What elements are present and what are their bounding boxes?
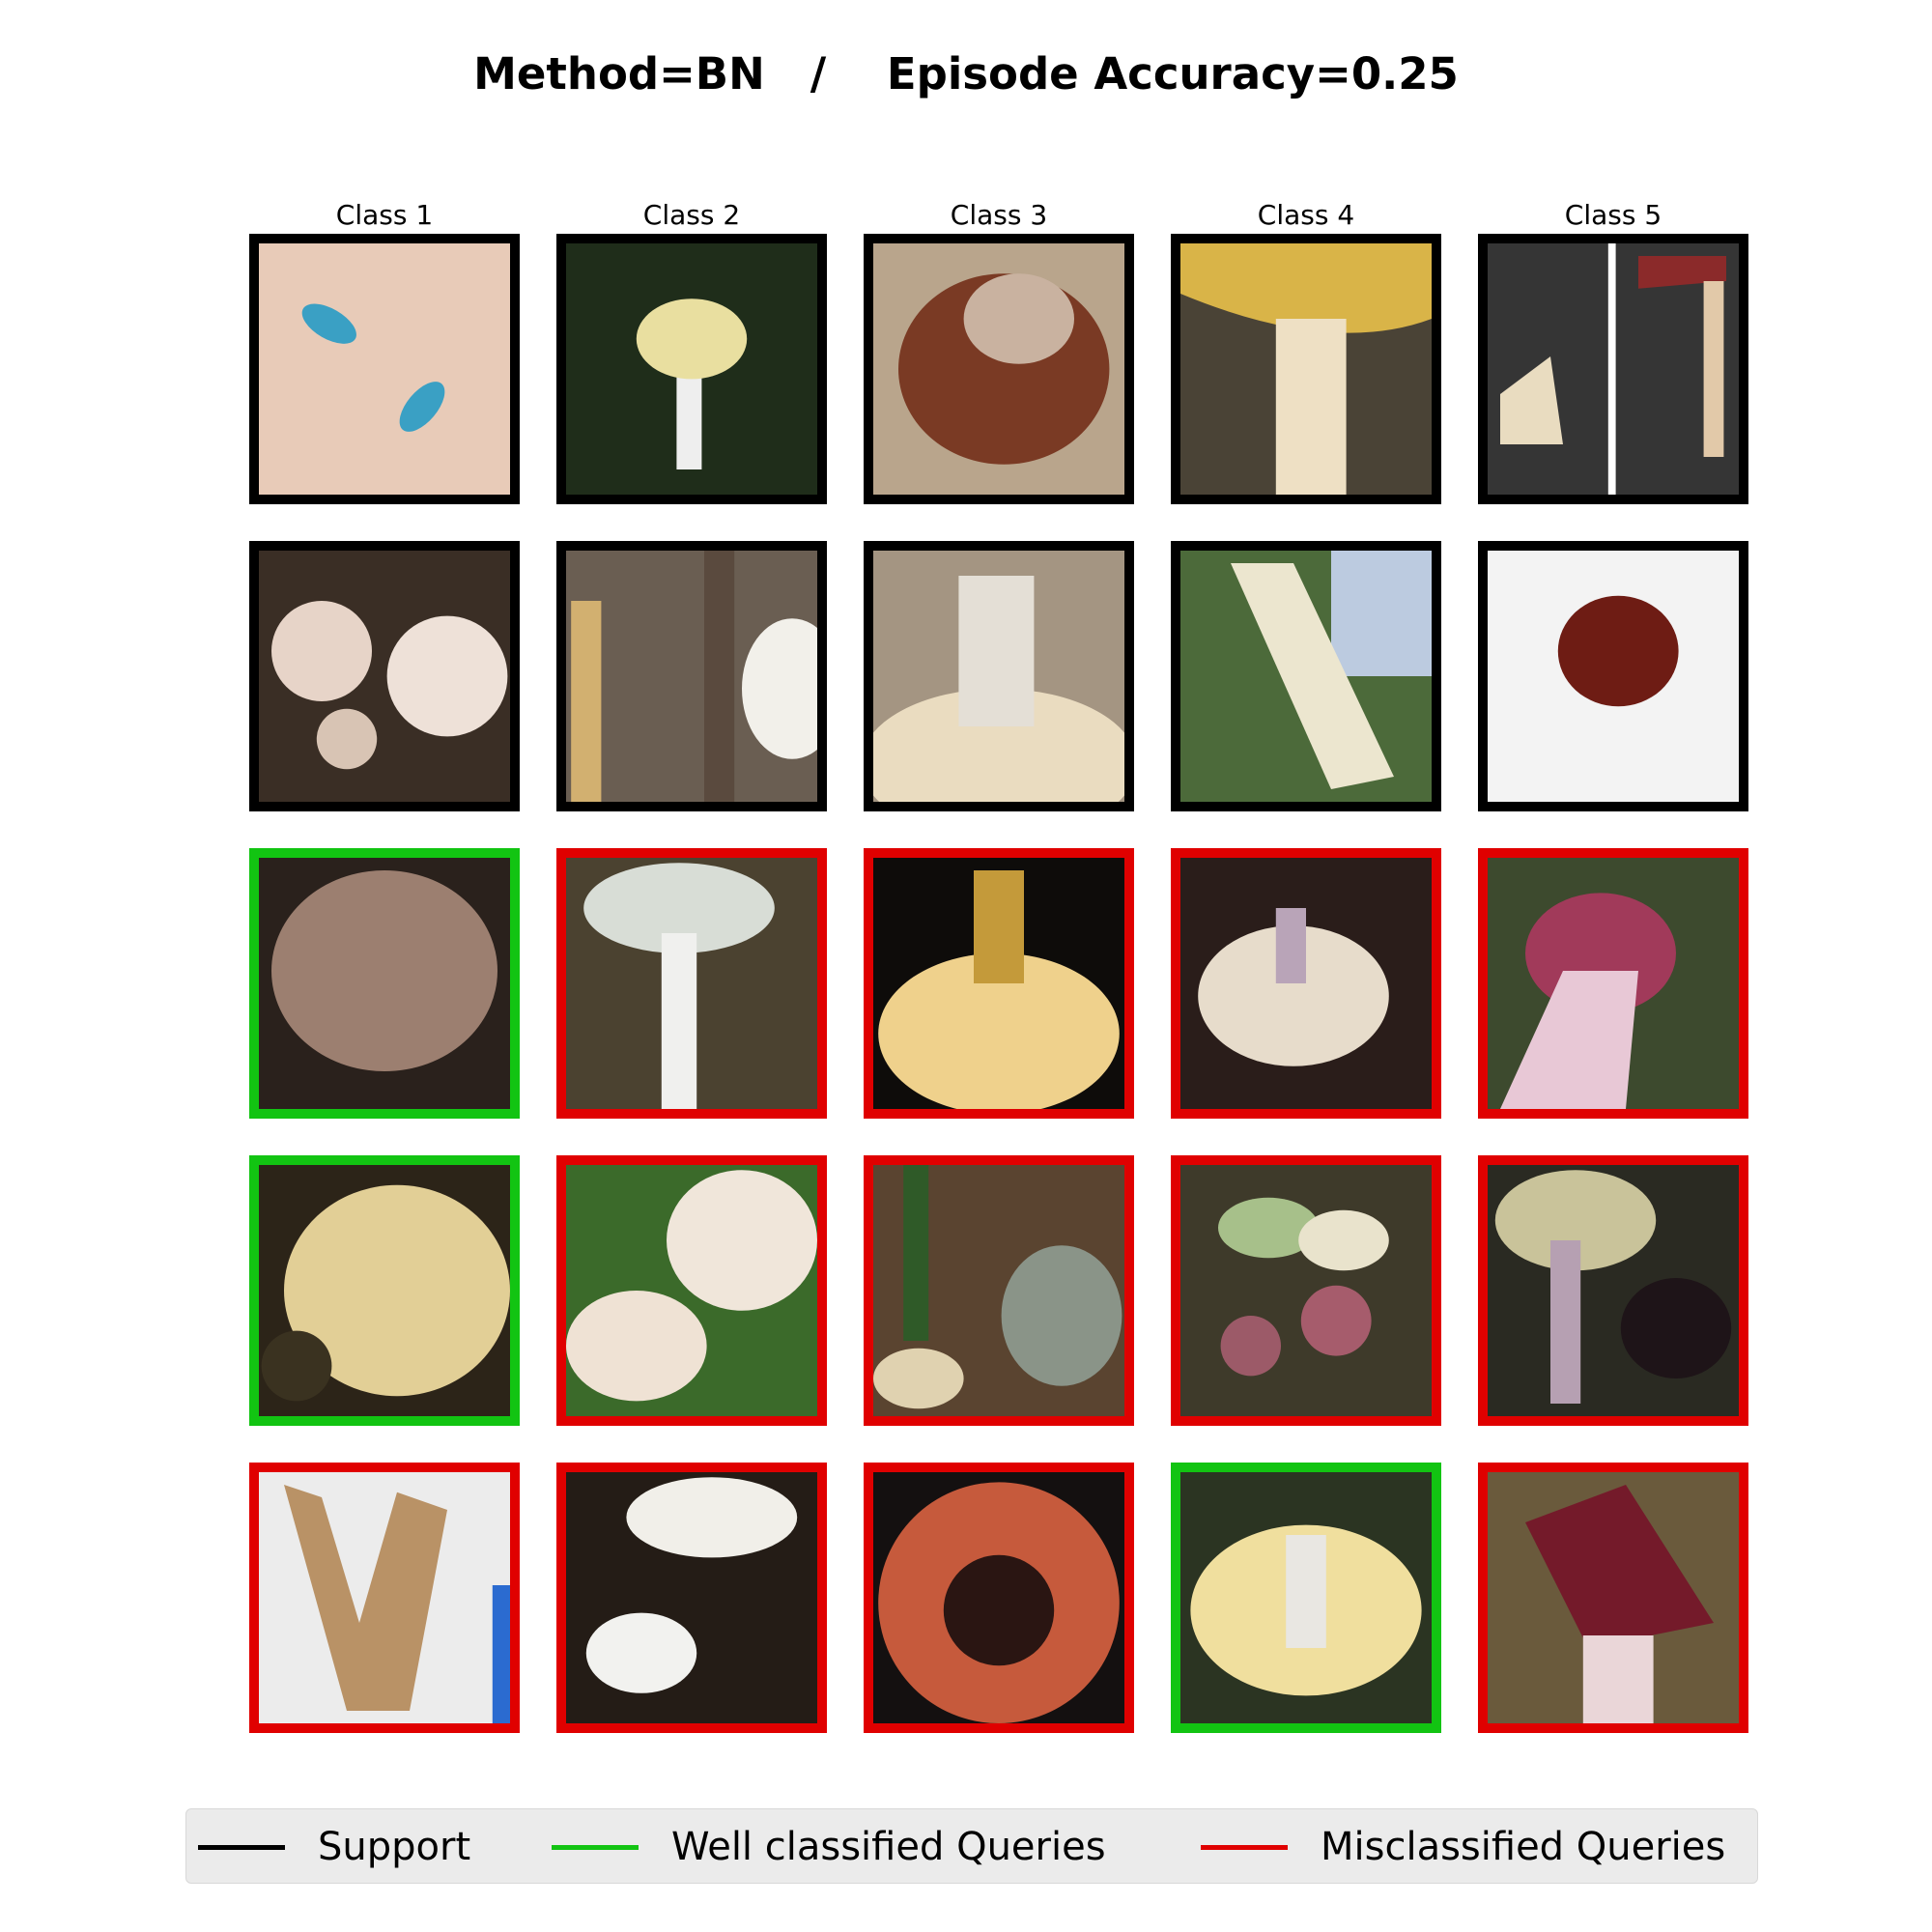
legend-label-well-classified: Well classified Queries xyxy=(671,1825,1106,1869)
figure-title: Method=BN / Episode Accuracy=0.25 xyxy=(473,48,1459,99)
query-image-class-4-b xyxy=(1171,1155,1441,1426)
support-image-class-1-a xyxy=(249,234,520,504)
query-image-class-1-b xyxy=(249,1155,520,1426)
legend-label-support: Support xyxy=(318,1825,471,1869)
query-image-class-4-a xyxy=(1171,848,1441,1119)
legend-swatch-well-classified xyxy=(552,1844,639,1850)
query-image-class-2-c xyxy=(556,1463,827,1733)
support-image-class-3-b xyxy=(864,541,1134,811)
legend-swatch-support xyxy=(198,1844,285,1850)
legend-label-misclassified: Misclassified Queries xyxy=(1321,1825,1726,1869)
support-image-class-4-a xyxy=(1171,234,1441,504)
support-image-class-3-a xyxy=(864,234,1134,504)
support-image-class-4-b xyxy=(1171,541,1441,811)
support-image-class-5-b xyxy=(1478,541,1748,811)
support-image-class-1-b xyxy=(249,541,520,811)
query-image-class-2-a xyxy=(556,848,827,1119)
query-image-class-5-a xyxy=(1478,848,1748,1119)
legend-item-misclassified: Misclassified Queries xyxy=(1201,1809,1725,1885)
support-image-class-2-b xyxy=(556,541,827,811)
column-label-class-3: Class 3 xyxy=(950,199,1048,231)
query-image-class-4-c xyxy=(1171,1463,1441,1733)
support-image-class-2-a xyxy=(556,234,827,504)
query-image-class-3-c xyxy=(864,1463,1134,1733)
column-label-class-4: Class 4 xyxy=(1257,199,1355,231)
column-label-class-5: Class 5 xyxy=(1564,199,1662,231)
legend-item-well-classified: Well classified Queries xyxy=(552,1809,1106,1885)
query-image-class-1-c xyxy=(249,1463,520,1733)
query-image-class-3-b xyxy=(864,1155,1134,1426)
legend-swatch-misclassified xyxy=(1201,1844,1288,1850)
column-label-class-1: Class 1 xyxy=(335,199,434,231)
legend: Support Well classified Queries Misclass… xyxy=(185,1808,1758,1884)
query-image-class-5-b xyxy=(1478,1155,1748,1426)
query-image-class-2-b xyxy=(556,1155,827,1426)
legend-item-support: Support xyxy=(198,1809,470,1885)
query-image-class-5-c xyxy=(1478,1463,1748,1733)
column-label-class-2: Class 2 xyxy=(642,199,741,231)
support-image-class-5-a xyxy=(1478,234,1748,504)
query-image-class-1-a xyxy=(249,848,520,1119)
query-image-class-3-a xyxy=(864,848,1134,1119)
